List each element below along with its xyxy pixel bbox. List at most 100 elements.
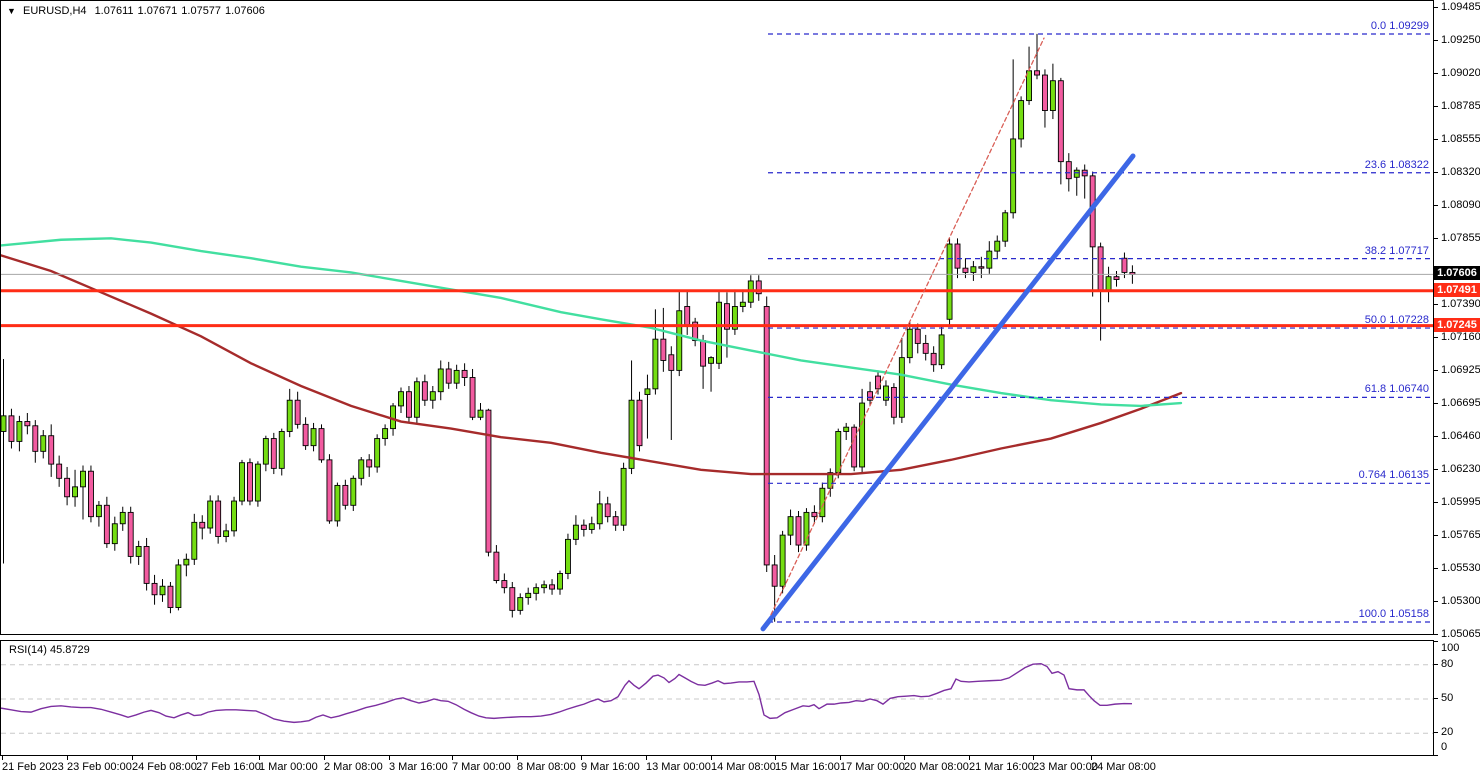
candle — [771, 564, 778, 587]
time-axis[interactable]: 21 Feb 2023 23 Feb 00:00 24 Feb 08:00 27 Fe… — [0, 756, 1480, 777]
candle — [262, 438, 269, 465]
rsi-axis-tick — [1433, 641, 1438, 642]
candle — [350, 477, 357, 506]
price-axis-tick — [1433, 39, 1438, 41]
rsi-panel[interactable]: RSI(14) 45.8729 — [0, 640, 1434, 756]
candle — [1002, 212, 1009, 242]
candle — [453, 369, 460, 384]
candle — [890, 386, 897, 418]
candle — [207, 500, 214, 529]
candle — [135, 546, 142, 557]
time-axis-label: 21 Feb 2023 — [2, 761, 64, 773]
fib-level-label: 0.0 1.09299 — [1370, 20, 1429, 32]
level-price-tag: 1.07245 — [1434, 317, 1480, 332]
time-axis-tick — [969, 756, 970, 760]
fib-level-label: 23.6 1.08322 — [1364, 158, 1429, 171]
candle — [239, 462, 245, 502]
candle — [421, 381, 428, 401]
rsi-indicator-label: RSI(14) 45.8729 — [9, 644, 90, 656]
time-axis-label: 7 Mar 00:00 — [452, 761, 511, 773]
candle — [199, 521, 206, 529]
time-axis-label: 2 Mar 08:00 — [324, 761, 383, 773]
rsi-axis-tick — [1433, 755, 1438, 756]
candle — [64, 477, 71, 498]
candle — [731, 306, 738, 330]
candle — [80, 470, 86, 488]
ohlc-header: ▼ EURUSD,H4 1.07611 1.07671 1.07577 1.07606 — [7, 5, 269, 17]
price-axis-tick — [1433, 336, 1438, 338]
candle — [159, 585, 166, 596]
candle — [898, 357, 905, 418]
price-axis-tick — [1433, 172, 1438, 174]
candle — [358, 459, 365, 479]
rsi-axis-tick — [1433, 732, 1438, 734]
candle — [111, 523, 118, 545]
price-axis-label: 1.08320 — [1441, 166, 1480, 179]
candle — [867, 391, 873, 401]
price-chart-canvas[interactable] — [1, 1, 1433, 634]
trendline-blue-uptrend[interactable] — [760, 153, 1136, 632]
candle — [469, 377, 476, 418]
candle — [429, 391, 436, 401]
price-axis-tick — [1433, 468, 1438, 470]
open-value: 1.07611 — [94, 5, 134, 17]
rsi-canvas[interactable] — [1, 642, 1433, 756]
candle — [501, 580, 508, 589]
candle — [278, 431, 285, 469]
price-axis-tick — [1433, 138, 1438, 140]
candle — [40, 435, 47, 452]
price-axis-tick — [1433, 204, 1438, 206]
candle — [803, 511, 810, 546]
fib-level-label: 38.2 1.07717 — [1364, 244, 1429, 257]
candle — [922, 342, 929, 354]
candle — [962, 267, 969, 273]
time-axis-label: 21 Mar 16:00 — [969, 761, 1034, 773]
candle — [986, 250, 993, 269]
time-axis-label: 23 Mar 00:00 — [1033, 761, 1098, 773]
rsi-axis-label: 0 — [1441, 741, 1448, 753]
price-axis-tick — [1433, 238, 1438, 240]
candle — [183, 558, 190, 566]
candle — [636, 399, 643, 447]
candle — [819, 487, 826, 518]
candle — [739, 301, 746, 307]
candle — [708, 357, 714, 364]
candle — [660, 338, 667, 361]
candle — [763, 306, 770, 566]
candle — [48, 435, 55, 465]
trendline-red-steep-dashed[interactable] — [770, 37, 1045, 616]
candle — [883, 385, 889, 401]
price-axis-label: 1.09485 — [1441, 0, 1480, 13]
candle — [223, 530, 230, 537]
candle — [978, 266, 985, 269]
candle — [970, 266, 977, 273]
candle — [191, 521, 198, 560]
candle — [724, 303, 730, 330]
candle — [1097, 246, 1104, 292]
candle — [461, 369, 468, 378]
candle — [779, 534, 786, 587]
price-axis[interactable]: 1.09485 1.09250 1.09020 1.08785 1.08555 1.083… — [1433, 0, 1480, 777]
candle — [795, 516, 802, 546]
price-axis-tick — [1433, 304, 1438, 306]
candle — [652, 338, 659, 390]
collapse-arrow-icon[interactable]: ▼ — [7, 6, 16, 16]
candle — [700, 340, 707, 367]
main-chart-panel[interactable]: ▼ EURUSD,H4 1.07611 1.07671 1.07577 1.07606 … — [0, 0, 1434, 635]
candle — [406, 391, 412, 418]
candle — [1073, 169, 1080, 178]
candle — [1026, 70, 1033, 102]
candle — [541, 584, 548, 589]
candle — [906, 328, 913, 359]
candle — [859, 402, 866, 468]
rsi-axis-label: 80 — [1441, 657, 1454, 670]
candle — [175, 564, 182, 608]
candle — [612, 516, 619, 526]
symbol-period-label: EURUSD,H4 — [22, 5, 87, 17]
candle — [938, 334, 945, 366]
candle — [167, 585, 174, 608]
candle — [32, 425, 39, 452]
candle — [87, 470, 94, 518]
rsi-axis-label: 100 — [1441, 642, 1460, 654]
